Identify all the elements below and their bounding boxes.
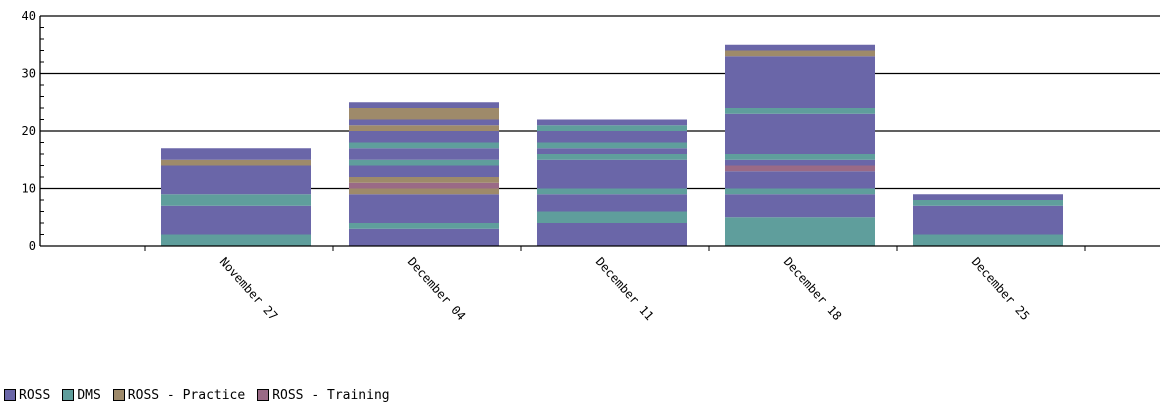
bar-segment xyxy=(161,148,311,160)
bar-segment xyxy=(349,125,499,131)
bar-segment xyxy=(725,194,875,218)
bar-stack xyxy=(725,44,875,246)
bar-segment xyxy=(913,194,1063,200)
bar-segment xyxy=(725,217,875,235)
x-tick-label: December 11 xyxy=(593,255,657,323)
bar-segment xyxy=(349,165,499,177)
bar-segment xyxy=(349,223,499,229)
bar-segment xyxy=(161,159,311,166)
bar-segment xyxy=(725,113,875,154)
bar-stack xyxy=(161,148,311,246)
x-tick-label: December 18 xyxy=(781,255,845,323)
legend-swatch xyxy=(112,389,125,401)
bar-segment xyxy=(725,159,875,166)
bar-segment xyxy=(537,159,687,189)
bar-segment xyxy=(349,102,499,108)
bar-segment xyxy=(725,56,875,108)
bar-segment xyxy=(349,131,499,143)
legend-item: DMS xyxy=(62,387,101,403)
bar-segment xyxy=(537,142,687,149)
bar-segment xyxy=(537,125,687,131)
bar-segment xyxy=(913,205,1063,235)
bar-segment xyxy=(913,200,1063,206)
x-tick-label: December 25 xyxy=(969,255,1033,323)
bar-segment xyxy=(537,148,687,154)
bar-segment xyxy=(161,205,311,235)
bar-segment xyxy=(349,108,499,120)
legend-item: ROSS xyxy=(4,388,50,403)
bar-segment xyxy=(725,171,875,189)
bar-segment xyxy=(349,148,499,160)
legend-label: ROSS - Training xyxy=(272,387,390,403)
y-tick-label: 20 xyxy=(22,124,36,138)
bar-segment xyxy=(913,234,1063,246)
bar-segment xyxy=(537,131,687,143)
bar-stack xyxy=(349,102,499,246)
y-tick-label: 10 xyxy=(22,182,36,196)
legend-swatch xyxy=(4,389,16,401)
legend-swatch xyxy=(62,389,75,401)
bar-segment xyxy=(537,154,687,160)
legend-label: DMS xyxy=(77,387,101,403)
bar-segment xyxy=(537,119,687,126)
legend-item: ROSS - Training xyxy=(257,387,390,403)
bar-segment xyxy=(725,154,875,160)
bar-segment xyxy=(161,165,311,195)
legend-swatch xyxy=(257,389,270,401)
bar-segment xyxy=(349,142,499,149)
bar-segment xyxy=(349,188,499,195)
bar-stack xyxy=(537,119,687,246)
bar-segment xyxy=(725,165,875,172)
legend-item: ROSS - Practice xyxy=(112,387,246,403)
y-tick-label: 0 xyxy=(29,239,36,253)
bar-segment xyxy=(349,182,499,189)
bar-segment xyxy=(349,177,499,183)
bar-segment xyxy=(349,228,499,246)
y-tick-label: 30 xyxy=(22,67,36,81)
bar-segment xyxy=(349,159,499,166)
legend-label: ROSS - Practice xyxy=(127,387,246,403)
bar-segment xyxy=(537,188,687,195)
bar-segment xyxy=(161,194,311,206)
bar-segment xyxy=(725,108,875,114)
bar-segment xyxy=(725,188,875,195)
x-tick-label: November 27 xyxy=(217,255,281,323)
bar-segment xyxy=(349,194,499,223)
bar-segment xyxy=(537,211,687,223)
bar-segment xyxy=(537,223,687,246)
y-tick-label: 40 xyxy=(22,9,36,23)
bar-segment xyxy=(725,234,875,246)
bar-segment xyxy=(725,44,875,51)
bar-segment xyxy=(537,194,687,212)
bar-segment xyxy=(725,50,875,57)
bar-segment xyxy=(161,234,311,246)
axes xyxy=(39,15,1160,251)
legend-label: ROSS xyxy=(19,387,51,403)
bars xyxy=(161,44,1063,246)
x-tick-label: December 04 xyxy=(405,255,469,323)
stacked-bar-chart: 0 10 20 30 40 November 27 December 04 December … xyxy=(22,9,1160,323)
bar-stack xyxy=(913,194,1063,246)
legend: ROSS DMS ROSS - Practice ROSS - Training xyxy=(4,386,402,404)
bar-segment xyxy=(349,119,499,126)
